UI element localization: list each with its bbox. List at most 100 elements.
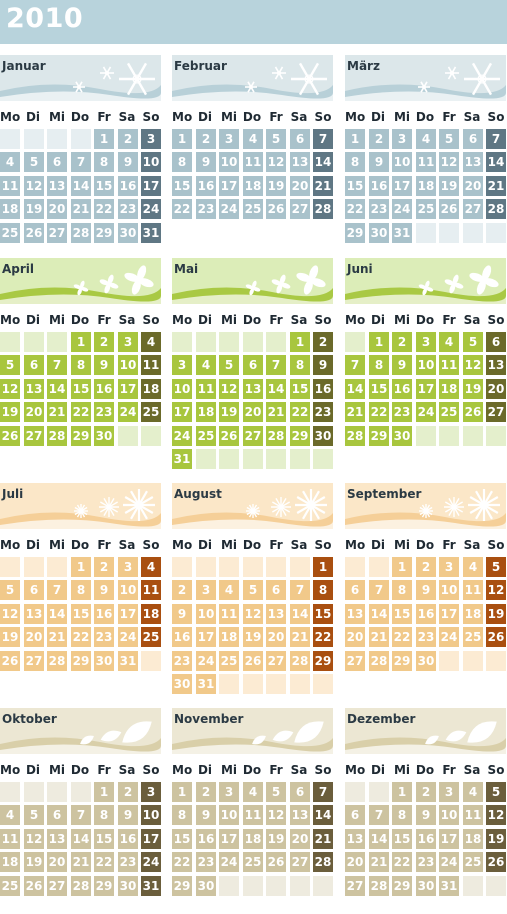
day-cell: 11 — [439, 355, 459, 375]
day-cell: 28 — [71, 223, 91, 243]
empty-cell — [24, 557, 44, 577]
day-cell: 24 — [118, 627, 138, 647]
empty-cell — [47, 129, 67, 149]
day-cell: 23 — [94, 627, 114, 647]
day-cell: 2 — [369, 129, 389, 149]
empty-cell — [266, 557, 286, 577]
day-cell: 15 — [71, 604, 91, 624]
empty-cell — [463, 651, 483, 671]
day-cell: 20 — [266, 627, 286, 647]
sunday-cell: 30 — [313, 426, 333, 446]
day-cell: 22 — [94, 852, 114, 872]
weekday-label: Di — [370, 538, 386, 552]
weekday-label: So — [487, 763, 505, 777]
sunday-cell: 24 — [141, 199, 161, 219]
day-cell: 2 — [416, 557, 436, 577]
empty-cell — [0, 129, 20, 149]
weekday-label: Mo — [345, 313, 366, 327]
sunday-cell: 24 — [141, 852, 161, 872]
weekday-label: Fr — [97, 110, 111, 124]
day-cell: 13 — [290, 805, 310, 825]
weekday-label: Sa — [290, 313, 308, 327]
day-cell: 21 — [369, 627, 389, 647]
sunday-cell: 25 — [141, 627, 161, 647]
empty-cell — [486, 876, 506, 896]
day-cell: 12 — [24, 176, 44, 196]
day-cell: 10 — [118, 580, 138, 600]
day-cell: 29 — [290, 426, 310, 446]
month-banner: März — [345, 55, 506, 101]
day-cell: 9 — [196, 152, 216, 172]
day-cell: 15 — [94, 176, 114, 196]
day-cell: 25 — [243, 852, 263, 872]
day-cell: 28 — [266, 426, 286, 446]
day-cell: 7 — [71, 152, 91, 172]
day-cell: 18 — [243, 829, 263, 849]
day-cell: 4 — [439, 332, 459, 352]
day-cell: 24 — [219, 199, 239, 219]
empty-cell — [24, 332, 44, 352]
weekday-label: Sa — [118, 763, 136, 777]
day-cell: 10 — [439, 580, 459, 600]
day-cell: 6 — [47, 152, 67, 172]
day-cell: 25 — [243, 199, 263, 219]
day-cell: 5 — [24, 805, 44, 825]
day-cell: 11 — [219, 604, 239, 624]
weekday-label: So — [314, 110, 332, 124]
month-oktober: Oktober Mo Di Mi Do Fr Sa So 1 2 3 4 5 6 7 8 9 10 11 12 13 14… — [0, 708, 161, 914]
weekday-label: Di — [25, 110, 41, 124]
sunday-cell: 2 — [313, 332, 333, 352]
empty-cell — [486, 426, 506, 446]
empty-cell — [313, 449, 333, 469]
month-banner: Juni — [345, 258, 506, 304]
weekday-label: Mi — [220, 110, 238, 124]
day-cell: 7 — [47, 355, 67, 375]
day-cell: 22 — [369, 402, 389, 422]
month-banner: Februar — [172, 55, 333, 101]
empty-cell — [416, 426, 436, 446]
empty-cell — [71, 782, 91, 802]
sunday-cell: 18 — [141, 604, 161, 624]
sunday-cell: 31 — [141, 876, 161, 896]
day-cell: 11 — [463, 580, 483, 600]
day-cell: 8 — [94, 152, 114, 172]
month-september: September Mo Di Mi Do Fr Sa So 1 2 3 4 5 6 7 8 9 10 11 12 13… — [345, 483, 506, 689]
weekday-label: Di — [370, 763, 386, 777]
weekday-label: Do — [70, 538, 90, 552]
day-cell: 2 — [118, 782, 138, 802]
day-cell: 20 — [345, 852, 365, 872]
weekday-label: Di — [197, 110, 213, 124]
day-cell: 23 — [369, 199, 389, 219]
day-cell: 12 — [243, 604, 263, 624]
day-cell: 23 — [392, 402, 412, 422]
day-cell: 22 — [290, 402, 310, 422]
day-cell: 19 — [463, 379, 483, 399]
weekday-label: Fr — [97, 538, 111, 552]
day-cell: 27 — [463, 199, 483, 219]
day-cell: 14 — [71, 829, 91, 849]
day-cell: 27 — [290, 199, 310, 219]
sunday-cell: 28 — [486, 199, 506, 219]
sunday-cell: 26 — [486, 852, 506, 872]
weekday-label: Mi — [393, 763, 411, 777]
day-cell: 27 — [47, 876, 67, 896]
day-cell: 13 — [266, 604, 286, 624]
day-cell: 2 — [94, 557, 114, 577]
day-cell: 16 — [94, 604, 114, 624]
sunday-cell: 6 — [486, 332, 506, 352]
empty-cell — [118, 426, 138, 446]
weekday-label: Do — [242, 763, 262, 777]
day-cell: 8 — [71, 580, 91, 600]
day-cell: 23 — [196, 852, 216, 872]
day-cell: 25 — [219, 651, 239, 671]
day-cell: 14 — [47, 379, 67, 399]
day-cell: 6 — [463, 129, 483, 149]
weekday-label: So — [487, 538, 505, 552]
day-cell: 25 — [0, 876, 20, 896]
day-cell: 30 — [94, 651, 114, 671]
sunday-cell: 26 — [486, 627, 506, 647]
empty-cell — [266, 876, 286, 896]
day-cell: 24 — [118, 402, 138, 422]
empty-cell — [463, 223, 483, 243]
snowflake-icon — [418, 62, 500, 96]
